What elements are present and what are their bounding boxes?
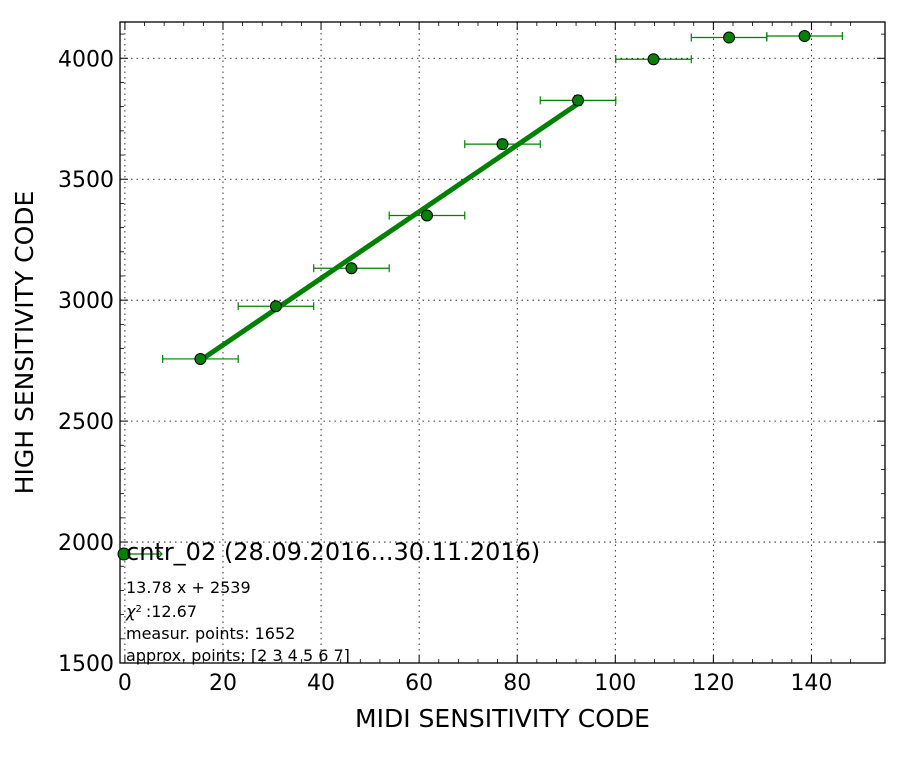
data-point: [269, 300, 282, 313]
fit-annotations: 13.78 x + 2539 χ2 :12.67 measur. points: …: [125, 578, 350, 665]
y-tick-label: 2500: [58, 410, 114, 435]
data-point: [798, 30, 811, 43]
data-point: [496, 138, 509, 151]
x-tick-label: 140: [790, 671, 832, 696]
y-tick-label: 3000: [58, 289, 114, 314]
data-point: [420, 209, 433, 222]
approx-points-list: approx. points: [2 3 4 5 6 7]: [126, 646, 350, 665]
fit-equation: 13.78 x + 2539: [126, 578, 251, 597]
chi-exponent: 2: [135, 604, 141, 615]
data-point: [647, 53, 660, 66]
legend-swatch-marker: [117, 547, 131, 561]
x-tick-label: 40: [307, 671, 335, 696]
major-ticks: [120, 22, 885, 664]
plot-frame: [119, 21, 886, 664]
x-axis-title: MIDI SENSITIVITY CODE: [355, 704, 650, 733]
data-point-layer: [194, 30, 811, 365]
x-tick-labels: 0 20 40 60 80 100 120 140: [118, 671, 833, 696]
legend-swatch-cap: [157, 549, 163, 559]
fit-chi-square: χ2 :12.67: [125, 602, 197, 621]
data-point: [194, 352, 207, 365]
fit-line: [199, 101, 580, 363]
data-point: [572, 94, 585, 107]
legend-label: cntr_02 (28.09.2016...30.11.2016): [126, 538, 540, 566]
chi-symbol: χ: [125, 602, 136, 621]
y-tick-labels: 1500 2000 2500 3000 3500 4000: [58, 47, 114, 677]
x-tick-label: 60: [405, 671, 433, 696]
x-tick-label: 100: [594, 671, 636, 696]
minor-ticks: [120, 22, 885, 663]
data-point: [345, 262, 358, 275]
legend: cntr_02 (28.09.2016...30.11.2016): [117, 538, 540, 566]
y-tick-label: 3500: [58, 168, 114, 193]
y-axis-title: HIGH SENSITIVITY CODE: [10, 191, 39, 495]
measured-points-count: measur. points: 1652: [126, 624, 295, 643]
x-tick-label: 80: [503, 671, 531, 696]
x-tick-label: 120: [692, 671, 734, 696]
y-tick-label: 2000: [58, 531, 114, 556]
data-point: [723, 31, 736, 44]
x-tick-label: 20: [209, 671, 237, 696]
y-tick-label: 1500: [58, 652, 114, 677]
x-tick-label: 0: [118, 671, 132, 696]
y-tick-label: 4000: [58, 47, 114, 72]
chi-value: :12.67: [146, 602, 197, 621]
fit-line-layer: [199, 101, 580, 363]
